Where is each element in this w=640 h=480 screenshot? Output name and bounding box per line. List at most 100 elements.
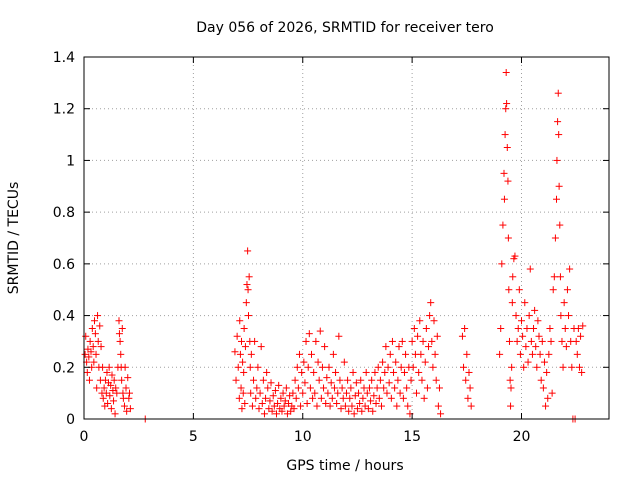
data-point [554, 89, 562, 97]
data-point [515, 286, 523, 294]
data-point [251, 337, 259, 345]
data-point [280, 402, 288, 410]
data-point [390, 368, 398, 376]
data-point [364, 405, 372, 413]
data-point [553, 195, 560, 203]
data-point [268, 407, 276, 415]
data-point [311, 389, 319, 397]
data-point [506, 376, 514, 384]
data-point [260, 410, 268, 418]
data-point [100, 384, 108, 392]
data-point [572, 337, 580, 345]
data-point [499, 221, 507, 229]
data-point [534, 317, 542, 325]
data-point [525, 312, 533, 320]
data-point [357, 376, 365, 384]
data-point [415, 368, 423, 376]
data-point [347, 384, 355, 392]
data-point [298, 368, 306, 376]
data-point [301, 379, 309, 387]
data-point [123, 407, 131, 415]
data-point [528, 350, 536, 358]
data-point [410, 325, 418, 332]
data-point [435, 384, 443, 392]
data-point [466, 384, 474, 392]
data-point [81, 350, 89, 358]
x-axis-label: GPS time / hours [286, 458, 403, 474]
data-point [512, 312, 520, 320]
data-point [527, 337, 535, 345]
data-point [362, 368, 370, 376]
data-point [245, 312, 252, 320]
data-point [125, 394, 133, 402]
data-point [393, 402, 401, 410]
data-point [96, 322, 104, 330]
data-point [332, 368, 340, 376]
data-point [373, 384, 381, 392]
data-point [560, 299, 568, 307]
data-point [400, 368, 408, 376]
y-tick-label: 0 [66, 412, 75, 428]
data-point [294, 384, 302, 392]
data-point [274, 399, 282, 407]
data-point [122, 384, 130, 392]
data-point [536, 350, 544, 358]
data-point [432, 376, 440, 384]
y-tick-label: 1.2 [53, 102, 75, 118]
data-point [356, 399, 364, 407]
data-point [257, 343, 265, 351]
data-point [464, 394, 472, 402]
data-point [545, 350, 553, 358]
data-point [402, 350, 410, 358]
data-point [577, 332, 585, 340]
data-point [279, 389, 287, 397]
data-point [243, 281, 251, 289]
data-point [423, 384, 431, 392]
data-point [503, 144, 511, 151]
data-point [496, 350, 504, 358]
data-point [407, 376, 415, 384]
y-tick-label: 0.4 [53, 309, 75, 325]
data-point [430, 317, 438, 325]
data-point [550, 273, 558, 281]
data-point [290, 405, 298, 413]
data-point [465, 368, 473, 376]
data-point [502, 69, 510, 77]
data-point [110, 397, 118, 405]
data-point [99, 363, 107, 371]
data-point [344, 376, 352, 384]
data-point [557, 312, 565, 320]
data-point [93, 384, 101, 392]
data-point [349, 368, 357, 376]
y-tick-label: 0.6 [53, 257, 75, 273]
data-point [507, 402, 515, 410]
data-point [422, 325, 430, 332]
data-point [544, 394, 552, 402]
data-point [333, 399, 341, 407]
data-point [521, 299, 529, 307]
data-point [320, 384, 328, 392]
data-point [507, 384, 515, 392]
data-point [339, 394, 347, 402]
data-point [579, 322, 587, 330]
data-point [240, 325, 248, 332]
data-point [308, 350, 315, 358]
data-point [318, 363, 326, 371]
data-point [558, 337, 566, 345]
data-point [248, 402, 256, 410]
data-point [314, 358, 322, 366]
data-point [292, 394, 300, 402]
data-point [556, 273, 564, 281]
data-point [275, 381, 283, 389]
data-point [518, 317, 525, 325]
data-point [242, 299, 250, 307]
data-point [334, 389, 342, 397]
data-point [325, 363, 333, 371]
data-point [350, 410, 358, 418]
data-point [524, 358, 532, 366]
data-point [420, 394, 428, 402]
data-point [85, 353, 93, 361]
data-point [321, 343, 329, 351]
data-point [532, 343, 540, 351]
data-point [575, 363, 583, 371]
